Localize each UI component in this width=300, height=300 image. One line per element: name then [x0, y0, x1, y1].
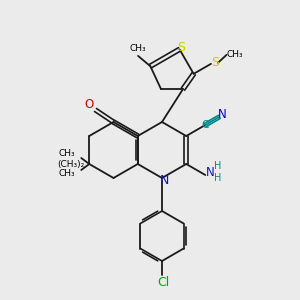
Text: C: C — [201, 120, 209, 130]
Text: CH₃: CH₃ — [59, 149, 76, 158]
Text: H: H — [214, 173, 221, 183]
Text: H: H — [214, 161, 221, 171]
Text: CH₃: CH₃ — [226, 50, 243, 59]
Text: N: N — [159, 175, 169, 188]
Text: N: N — [206, 166, 215, 178]
Text: CH₃: CH₃ — [130, 44, 146, 53]
Text: CH₃: CH₃ — [59, 169, 76, 178]
Text: O: O — [84, 98, 93, 110]
Text: Cl: Cl — [157, 277, 169, 290]
Text: N: N — [218, 109, 226, 122]
Text: S: S — [178, 41, 185, 54]
Text: (CH₃)₂: (CH₃)₂ — [58, 160, 85, 169]
Text: S: S — [211, 56, 219, 69]
